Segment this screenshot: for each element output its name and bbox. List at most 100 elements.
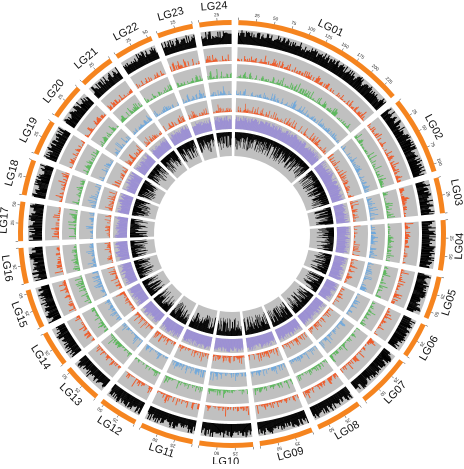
tick-label: 150	[341, 41, 351, 49]
tick-mark	[417, 341, 419, 342]
tick-mark	[67, 373, 69, 375]
chromosome-label-lg06: LG06	[417, 334, 441, 363]
track-3-background	[173, 67, 203, 88]
ideogram-lg03	[434, 177, 445, 213]
tick-mark	[32, 152, 34, 153]
tick-mark	[139, 427, 140, 429]
tick-mark	[360, 406, 361, 408]
tick-mark	[94, 399, 96, 401]
tick-label: 50	[18, 292, 24, 299]
chromosome-label-lg05: LG05	[440, 288, 460, 317]
tick-mark	[385, 83, 387, 85]
chromosome-label-lg15: LG15	[8, 300, 29, 329]
chromosome-label-lg13: LG13	[57, 381, 84, 409]
tick-mark	[403, 362, 405, 363]
tick-mark	[108, 56, 109, 58]
tick-mark	[50, 350, 52, 351]
tick-mark	[345, 416, 346, 418]
chromosome-label-lg14: LG14	[28, 343, 53, 372]
track-3-background	[65, 175, 86, 205]
tick-mark	[410, 114, 412, 115]
tick-mark	[329, 425, 330, 427]
tick-mark	[63, 99, 65, 101]
tick-mark	[48, 119, 50, 120]
tick-mark	[80, 386, 82, 388]
tick-mark	[372, 70, 374, 72]
tick-mark	[29, 159, 31, 160]
ideogram-lg16	[18, 248, 28, 284]
tick-mark	[399, 99, 401, 101]
tick-mark	[156, 31, 157, 33]
tick-label: 225	[385, 76, 394, 85]
tick-label: 50	[61, 373, 68, 380]
tick-mark	[80, 80, 82, 82]
tick-mark	[52, 114, 54, 115]
tick-mark	[342, 48, 343, 50]
tick-mark	[438, 177, 440, 178]
ideogram-lg04	[438, 220, 446, 271]
tick-mark	[39, 135, 41, 136]
tick-mark	[437, 295, 439, 296]
chromosome-label-lg20: LG20	[41, 77, 67, 106]
tick-mark	[23, 176, 25, 177]
chromosome-label-lg12: LG12	[95, 414, 124, 439]
tick-label: 50	[433, 311, 440, 318]
chromosome-label-lg03: LG03	[448, 178, 464, 207]
ideogram-lg17	[18, 201, 25, 241]
tick-mark	[30, 311, 32, 312]
tick-mark	[38, 328, 40, 329]
tick-mark	[94, 68, 96, 70]
tick-mark	[146, 35, 147, 37]
tick-mark	[22, 284, 24, 285]
tick-mark	[41, 334, 43, 335]
tick-mark	[75, 85, 77, 87]
tick-mark	[174, 25, 175, 27]
tick-mark	[407, 357, 409, 358]
tick-mark	[357, 59, 358, 61]
tick-mark	[392, 376, 394, 378]
tick-mark	[156, 434, 157, 436]
tick-mark	[292, 26, 293, 28]
tick-label: 50	[11, 201, 17, 207]
chromosome-label-lg17: LG17	[0, 207, 11, 235]
tick-mark	[278, 443, 279, 445]
tick-label: 25	[411, 108, 418, 115]
tick-label: 100	[436, 157, 443, 166]
tick-mark	[174, 440, 175, 442]
tick-mark	[442, 277, 444, 278]
tick-mark	[427, 146, 429, 147]
tick-label: 75	[429, 141, 436, 148]
chromosome-label-lg24: LG24	[200, 0, 228, 14]
tick-label: 50	[142, 29, 149, 36]
tick-mark	[114, 53, 115, 55]
tick-label: 100	[307, 25, 316, 33]
tick-mark	[133, 424, 134, 426]
tick-mark	[426, 325, 428, 326]
tick-mark	[365, 401, 367, 403]
chromosome-label-lg10: LG10	[212, 455, 239, 464]
tick-mark	[24, 294, 26, 295]
tick-label: 50	[96, 406, 103, 413]
ideogram-lg24	[199, 20, 232, 28]
tick-mark	[379, 389, 381, 391]
tick-label: 25	[214, 12, 220, 17]
chromosome-label-lg04: LG04	[453, 232, 464, 260]
chromosome-label-lg21: LG21	[72, 45, 100, 71]
tick-mark	[434, 163, 436, 164]
tick-mark	[309, 32, 310, 34]
tick-label: 75	[291, 20, 298, 26]
tick-label: 25	[254, 13, 260, 19]
chromosome-label-lg16: LG16	[0, 254, 15, 282]
tick-mark	[117, 415, 118, 417]
tick-mark	[61, 365, 63, 367]
chromosome-label-lg07: LG07	[382, 379, 409, 407]
tick-mark	[313, 432, 314, 434]
chromosome-label-lg19: LG19	[17, 115, 40, 144]
tick-label: 175	[356, 52, 366, 61]
track-layer	[28, 30, 436, 438]
ideogram-lg10	[199, 440, 253, 448]
tick-label: 50	[273, 16, 279, 22]
